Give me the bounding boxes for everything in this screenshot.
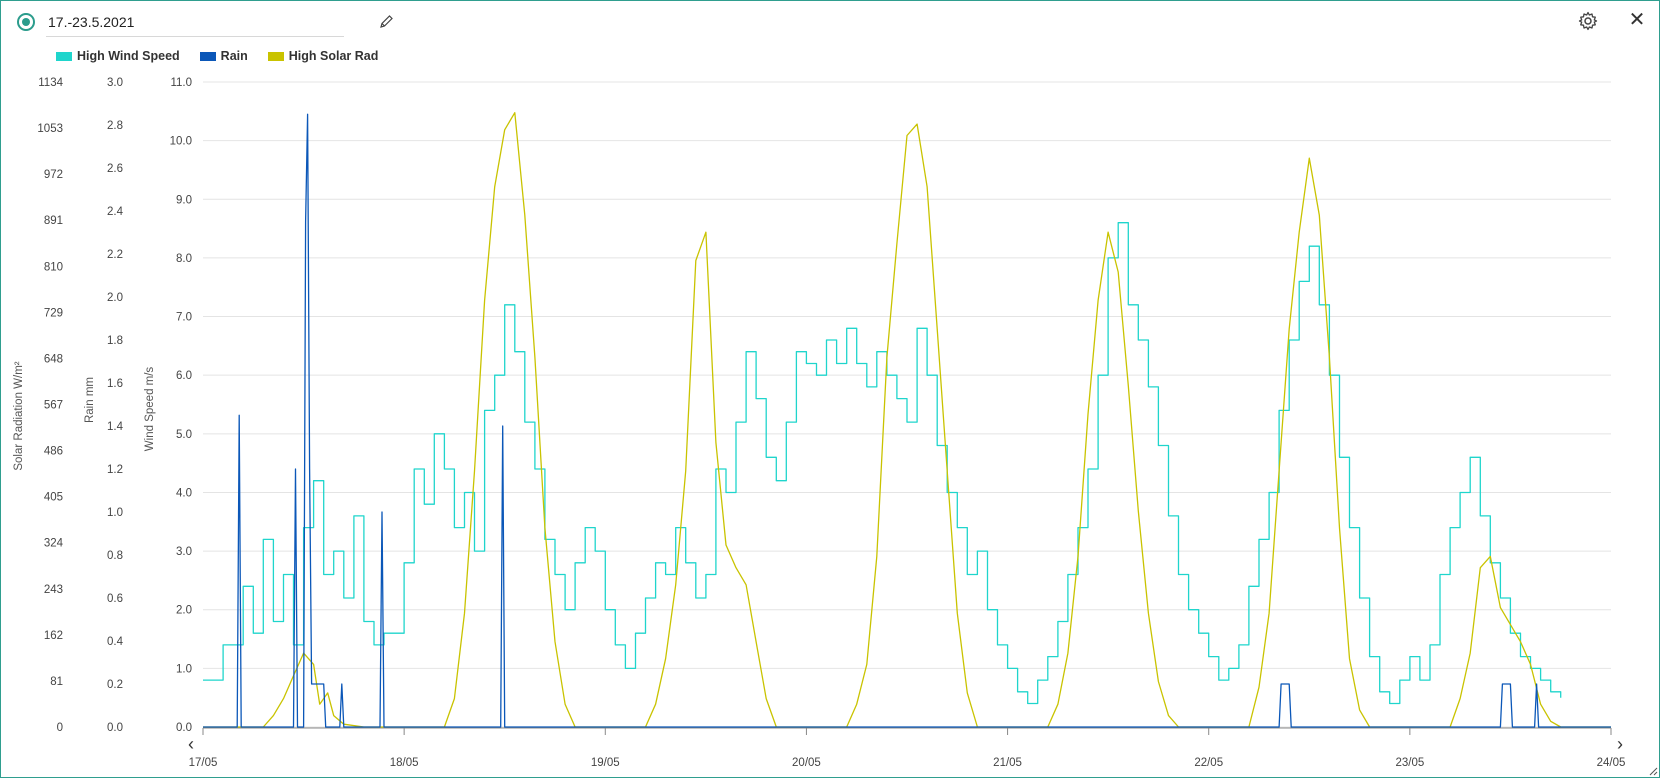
solar-series-line <box>203 112 1611 728</box>
rain-tick-label: 1.0 <box>107 507 123 519</box>
solar-tick-label: 81 <box>50 676 63 688</box>
x-tick-label: 23/05 <box>1395 757 1424 769</box>
solar-tick-label: 972 <box>44 169 63 181</box>
wind-tick-label: 8.0 <box>176 253 192 265</box>
rain-tick-label: 3.0 <box>107 77 123 89</box>
solar-tick-label: 648 <box>44 353 63 365</box>
legend-label-solar: High Solar Rad <box>288 49 379 63</box>
rain-tick-label: 0.0 <box>107 722 123 734</box>
solar-tick-label: 405 <box>44 492 63 504</box>
wind-tick-label: 3.0 <box>176 546 192 558</box>
scroll-left-arrow-icon[interactable]: ‹ <box>188 734 194 754</box>
rain-tick-label: 0.6 <box>107 593 123 605</box>
legend-swatch-wind <box>56 51 72 61</box>
close-icon[interactable]: ✕ <box>1628 9 1646 31</box>
resize-handle-icon[interactable] <box>1648 766 1658 776</box>
rain-series-line <box>203 113 1611 728</box>
wind-tick-label: 7.0 <box>176 312 192 324</box>
legend-label-wind: High Wind Speed <box>77 49 180 63</box>
rain-tick-label: 0.8 <box>107 550 123 562</box>
rain-tick-label: 2.2 <box>107 249 123 261</box>
solar-tick-label: 567 <box>44 400 63 412</box>
legend-swatch-solar <box>267 51 284 61</box>
x-tick-label: 20/05 <box>792 757 821 769</box>
solar-tick-label: 891 <box>44 215 63 227</box>
rain-tick-label: 2.6 <box>107 163 123 175</box>
wind-tick-label: 9.0 <box>176 194 192 206</box>
rain-tick-label: 2.8 <box>107 120 123 132</box>
rain-tick-label: 1.4 <box>107 421 124 433</box>
rain-tick-label: 2.4 <box>107 206 124 218</box>
x-tick-label: 18/05 <box>390 757 419 769</box>
rain-tick-label: 0.2 <box>107 679 123 691</box>
solar-tick-label: 1134 <box>38 77 63 89</box>
legend-swatch-rain <box>199 51 216 61</box>
wind-tick-label: 4.0 <box>176 487 192 499</box>
legend-item-wind[interactable]: High Wind Speed <box>56 49 180 63</box>
x-tick-label: 21/05 <box>993 757 1022 769</box>
status-indicator-icon[interactable] <box>17 13 35 31</box>
solar-tick-label: 729 <box>44 307 63 319</box>
wind-tick-label: 2.0 <box>176 605 192 617</box>
legend-item-rain[interactable]: Rain <box>199 49 248 63</box>
x-tick-label: 24/05 <box>1597 757 1626 769</box>
wind-tick-label: 5.0 <box>176 429 192 441</box>
wind-tick-label: 11.0 <box>170 77 192 89</box>
gear-icon[interactable] <box>1578 11 1598 31</box>
title-underline <box>46 36 344 37</box>
rain-tick-label: 1.2 <box>107 464 123 476</box>
wind-tick-label: 6.0 <box>176 370 192 382</box>
wind-tick-label: 0.0 <box>176 722 192 734</box>
solar-tick-label: 243 <box>44 584 63 596</box>
pencil-icon[interactable] <box>378 14 394 30</box>
x-tick-label: 17/05 <box>189 757 218 769</box>
scroll-right-arrow-icon[interactable]: › <box>1617 734 1623 754</box>
rain-tick-label: 1.6 <box>107 378 123 390</box>
chart-header: 17.-23.5.2021 ✕ <box>0 0 1662 44</box>
wind-series-line <box>203 222 1562 705</box>
x-tick-label: 22/05 <box>1194 757 1223 769</box>
x-tick-label: 19/05 <box>591 757 620 769</box>
solar-tick-label: 324 <box>44 538 64 550</box>
solar-tick-label: 1053 <box>37 123 63 135</box>
solar-tick-label: 486 <box>44 446 63 458</box>
wind-tick-label: 1.0 <box>176 663 192 675</box>
legend-item-solar[interactable]: High Solar Rad <box>267 49 379 63</box>
wind-tick-label: 10.0 <box>170 136 192 148</box>
solar-tick-label: 0 <box>57 722 63 734</box>
date-range-title[interactable]: 17.-23.5.2021 <box>48 14 135 30</box>
legend-label-rain: Rain <box>220 49 248 63</box>
solar-tick-label: 810 <box>44 261 63 273</box>
chart-legend: High Wind Speed Rain High Solar Rad <box>56 47 398 65</box>
rain-tick-label: 2.0 <box>107 292 123 304</box>
rain-tick-label: 0.4 <box>107 636 124 648</box>
rain-tick-label: 1.8 <box>107 335 123 347</box>
solar-tick-label: 162 <box>44 630 63 642</box>
